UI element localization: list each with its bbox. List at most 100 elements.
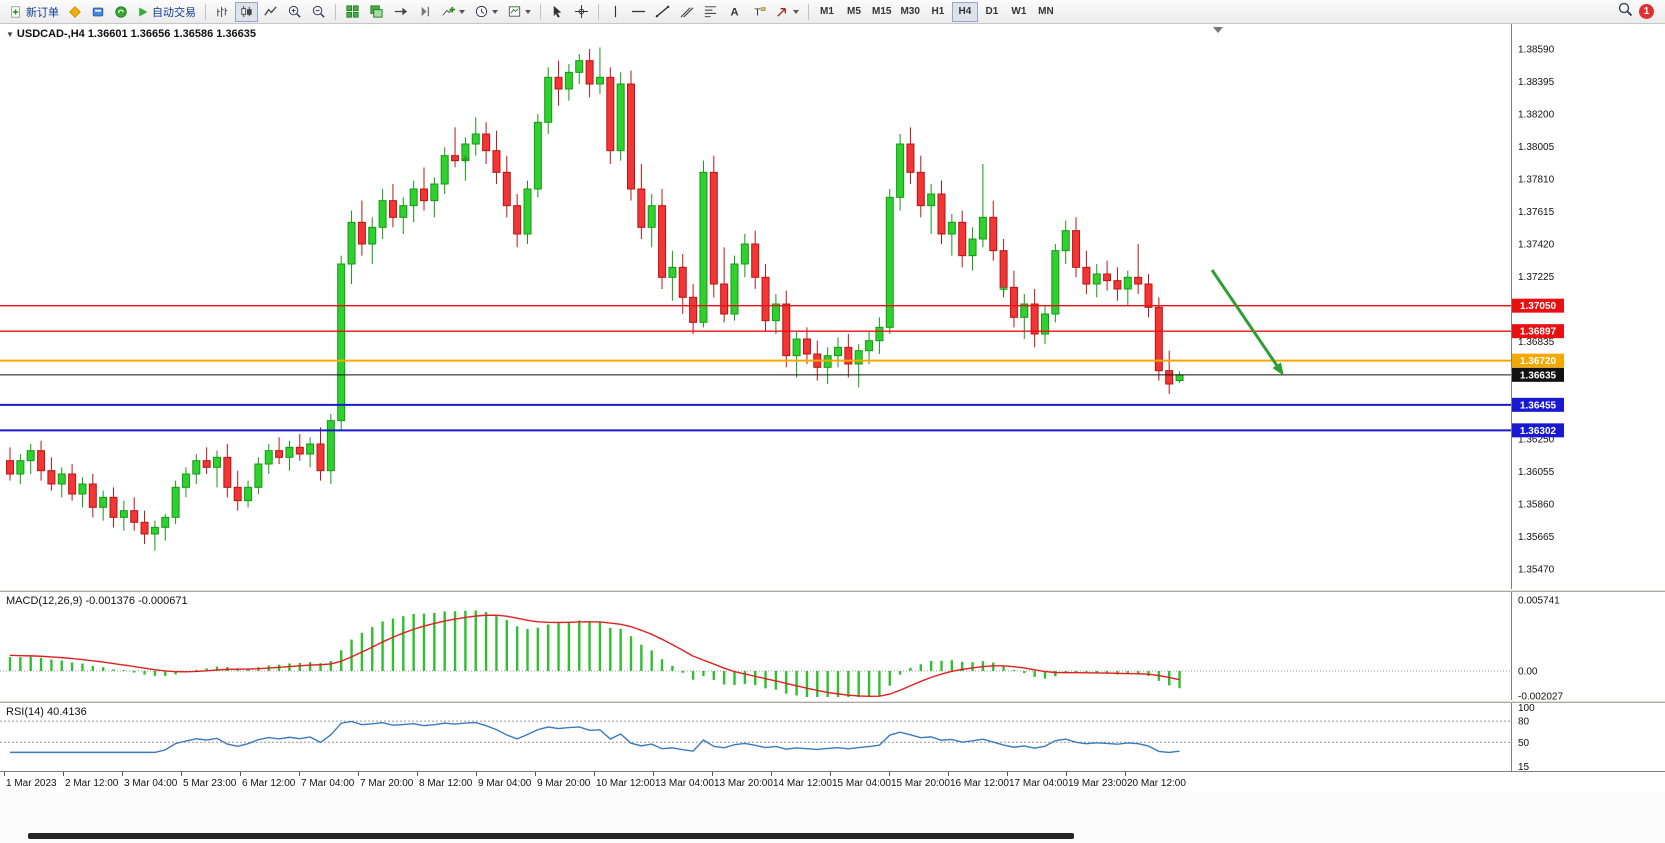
candle-body — [564, 71, 573, 90]
candle-body — [875, 326, 884, 342]
trend-arrow[interactable] — [1210, 269, 1278, 367]
toolbar: 新订单 自动交易 — [0, 0, 1665, 24]
price-tick-label: 1.36055 — [1518, 467, 1555, 478]
hline-icon — [631, 4, 646, 19]
cascade-windows-button[interactable] — [365, 2, 388, 22]
candle-body — [1134, 276, 1143, 285]
timeframe-group: M1 M5 M15 M30 H1 H4 D1 W1 MN — [814, 1, 1059, 22]
autotrade-play-icon — [137, 6, 149, 18]
fibonacci-button[interactable] — [699, 2, 722, 22]
candle-body — [523, 188, 532, 235]
candle-body — [337, 263, 346, 422]
candle-body — [533, 121, 542, 190]
timeframe-MN[interactable]: MN — [1033, 2, 1059, 22]
time-label: 3 Mar 04:00 — [124, 778, 178, 789]
price-tick-label: 1.36835 — [1518, 337, 1555, 348]
notification-badge[interactable]: 1 — [1639, 4, 1654, 19]
candle-body — [637, 188, 646, 228]
time-tick — [476, 772, 477, 776]
market-button[interactable] — [64, 2, 86, 22]
candle-body — [865, 340, 874, 352]
candle-body — [989, 216, 998, 252]
zoom-in-button[interactable] — [283, 2, 306, 22]
hline-button[interactable] — [627, 2, 650, 22]
search-icon[interactable] — [1617, 1, 1633, 22]
tile-windows-button[interactable] — [341, 2, 364, 22]
dropdown-caret-icon — [492, 10, 498, 17]
candle-body — [347, 221, 356, 265]
candle-body — [699, 171, 708, 323]
candle-body — [1175, 374, 1184, 382]
macd-panel[interactable]: 0.005741 0.00 -0.002027 — [0, 592, 1665, 700]
arrows-button[interactable] — [771, 2, 803, 22]
price-tick-label: 1.35665 — [1518, 532, 1555, 543]
panel-splitter[interactable] — [0, 700, 1665, 703]
price-tick-label: 1.37615 — [1518, 207, 1555, 218]
candle-body — [213, 456, 221, 468]
candle-body — [1165, 370, 1174, 385]
rsi-panel[interactable]: 100 80 50 15 — [0, 703, 1665, 771]
chart-window: ▼ USDCAD-,H4 1.36601 1.36656 1.36586 1.36… — [0, 24, 1665, 843]
price-badge-label: 1.37050 — [1520, 301, 1557, 312]
channel-button[interactable] — [675, 2, 698, 22]
bottom-strip — [0, 791, 1665, 843]
tile-windows-icon — [345, 4, 360, 19]
zoom-out-button[interactable] — [307, 2, 330, 22]
candle-body — [37, 450, 46, 472]
text-button[interactable]: A — [723, 2, 746, 22]
timeframe-M30[interactable]: M30 — [896, 2, 923, 22]
candle-body — [440, 155, 449, 185]
candle-body — [834, 346, 842, 357]
time-label: 5 Mar 23:00 — [183, 778, 237, 789]
auto-scroll-button[interactable] — [389, 2, 412, 22]
candle-body — [771, 303, 780, 322]
main-chart-surface[interactable]: 1.38590 1.38395 1.38200 1.38005 1.37810 1.376… — [0, 24, 1665, 589]
candle-body — [585, 60, 594, 85]
candle-body — [689, 296, 698, 323]
candle-body — [1092, 273, 1101, 285]
candle-body — [616, 83, 625, 152]
line-chart-button[interactable] — [259, 2, 282, 22]
timeframe-H4[interactable]: H4 — [951, 1, 978, 22]
app-button[interactable] — [87, 2, 109, 22]
auto-scroll-icon — [393, 4, 408, 19]
new-order-button[interactable]: 新订单 — [5, 2, 63, 22]
candle-body — [399, 205, 408, 218]
rsi-axis-label: 15 — [1518, 762, 1530, 771]
indicators-icon — [441, 4, 456, 19]
crosshair-button[interactable] — [570, 2, 593, 22]
timeframe-D1[interactable]: D1 — [979, 2, 1005, 22]
timeframe-H1[interactable]: H1 — [925, 2, 951, 22]
timeframe-M15[interactable]: M15 — [868, 2, 895, 22]
label-button[interactable]: T — [747, 2, 770, 22]
rsi-axis-label: 100 — [1518, 703, 1535, 714]
timeframe-M5[interactable]: M5 — [841, 2, 867, 22]
horizontal-scrollbar[interactable] — [28, 833, 1074, 839]
candle-body — [978, 216, 987, 240]
timeframe-M1[interactable]: M1 — [814, 2, 840, 22]
candle-body — [709, 171, 718, 285]
cursor-button[interactable] — [546, 2, 569, 22]
autotrade-button[interactable]: 自动交易 — [133, 2, 200, 22]
chart-shift-icon — [417, 4, 432, 19]
candlestick-button[interactable] — [235, 1, 258, 22]
time-axis[interactable]: 1 Mar 2023 2 Mar 12:00 3 Mar 04:00 5 Mar 23… — [0, 771, 1665, 791]
rsi-line — [10, 720, 1180, 754]
timeframe-W1[interactable]: W1 — [1006, 2, 1032, 22]
indicators-button[interactable] — [437, 2, 469, 22]
macd-axis-label: 0.00 — [1518, 666, 1538, 677]
community-button[interactable] — [110, 2, 132, 22]
chart-menu-icon[interactable]: ▼ — [6, 30, 14, 39]
panel-splitter[interactable] — [0, 589, 1665, 592]
candle-body — [1009, 286, 1018, 318]
chart-shift-button[interactable] — [413, 2, 436, 22]
chart-shift-marker[interactable] — [1213, 27, 1223, 33]
candle-body — [554, 76, 563, 90]
trendline-button[interactable] — [651, 2, 674, 22]
bar-chart-button[interactable] — [211, 2, 234, 22]
rsi-label: RSI(14) 40.4136 — [6, 706, 87, 718]
periods-button[interactable] — [470, 2, 502, 22]
vline-button[interactable] — [604, 2, 626, 22]
templates-button[interactable] — [503, 2, 535, 22]
